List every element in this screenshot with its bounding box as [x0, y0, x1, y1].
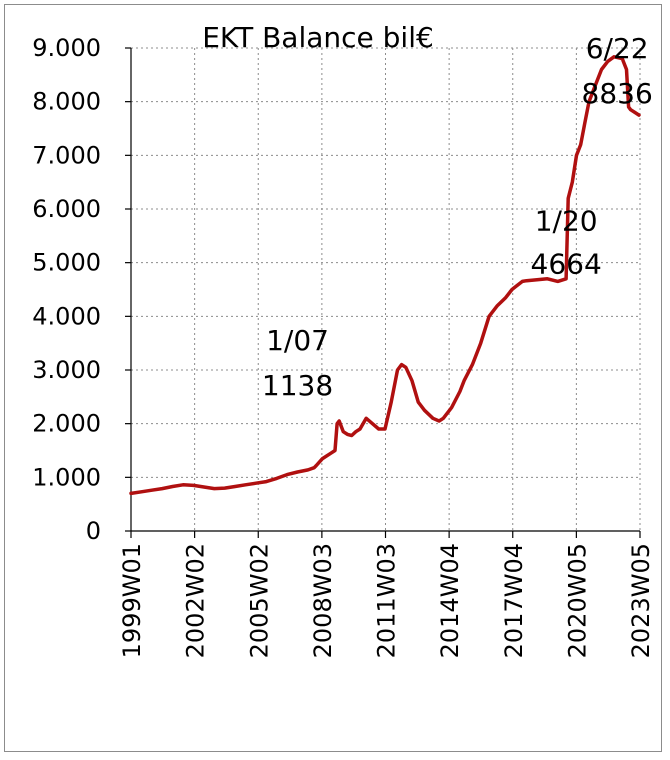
series-layer: [129, 55, 641, 496]
y-tick-label: 2.000: [32, 410, 101, 438]
annotations: 1/07 1138 1/20 4664 6/22 8836: [262, 32, 653, 402]
annotation-value: 4664: [531, 248, 602, 281]
annotation-date: 1/07: [266, 324, 329, 357]
x-tick-label: 1999W01: [118, 543, 146, 658]
annotation-value: 8836: [582, 77, 653, 110]
axis-layer: [130, 48, 640, 532]
y-tick-label: 8.000: [32, 88, 101, 116]
y-tick-label: 9.000: [32, 34, 101, 62]
grid-layer: [125, 47, 641, 538]
chart-title: EKT Balance bil€: [202, 21, 434, 54]
y-tick-label: 0: [86, 517, 101, 545]
annotation-value: 1138: [262, 369, 333, 402]
x-tick-labels: 1999W01 2002W02 2005W02 2008W03 2011W03 2014W…: [118, 543, 655, 658]
y-tick-label: 5.000: [32, 249, 101, 277]
x-tick-label: 2002W02: [182, 543, 210, 658]
x-tick-label: 2020W05: [563, 543, 591, 658]
y-tick-label: 6.000: [32, 195, 101, 223]
annotation-date: 1/20: [535, 205, 598, 238]
x-tick-label: 2017W04: [500, 543, 528, 658]
y-tick-label: 7.000: [32, 141, 101, 169]
y-tick-label: 1.000: [32, 463, 101, 491]
x-tick-label: 2011W03: [373, 543, 401, 658]
chart-frame: [4, 4, 662, 752]
y-tick-label: 3.000: [32, 356, 101, 384]
x-tick-label: 2023W05: [627, 543, 655, 658]
x-tick-label: 2014W04: [436, 543, 464, 658]
x-tick-label: 2008W03: [309, 543, 337, 658]
y-tick-labels: 0 1.000 2.000 3.000 4.000 5.000 6.000 7.000 8.00…: [32, 34, 101, 545]
x-tick-label: 2005W02: [245, 543, 273, 658]
series-line: [129, 55, 641, 496]
y-tick-label: 4.000: [32, 302, 101, 330]
annotation-date: 6/22: [586, 32, 649, 65]
